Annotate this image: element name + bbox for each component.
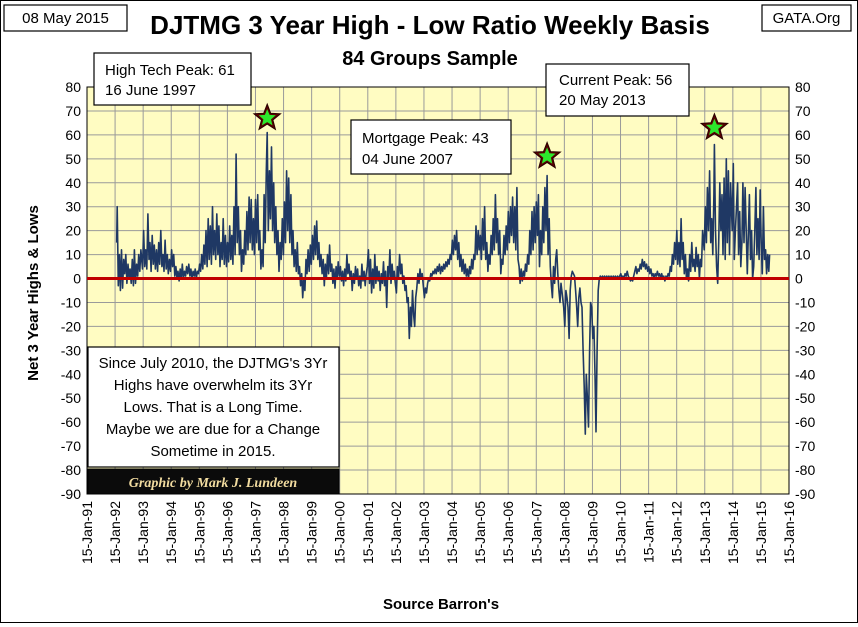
- y-axis-title: Net 3 Year Highs & Lows: [25, 205, 42, 381]
- y-tick-label: -20: [61, 318, 81, 334]
- annotation-line: Current Peak: 56: [559, 72, 672, 89]
- y-tick-label: -10: [61, 294, 81, 310]
- annotation-line: Sometime in 2015.: [150, 443, 275, 460]
- x-tick-label: 15-Jan-03: [416, 501, 432, 564]
- y-axis-left: 80 70 60 50 40 30 20 10 0 -10 -20 -30 -40 -50 -60 -70 -8…: [61, 79, 81, 502]
- y-tick-label: 40: [65, 175, 81, 191]
- y-tick-label-right: -30: [795, 342, 815, 358]
- y-tick-label: -30: [61, 342, 81, 358]
- x-tick-label: 15-Jan-00: [332, 501, 348, 564]
- x-tick-label: 15-Jan-98: [276, 501, 292, 564]
- peak-markers: [252, 102, 730, 169]
- x-tick-label: 15-Jan-97: [247, 501, 263, 564]
- annotation-mortgage-peak: Mortgage Peak: 43 04 June 2007: [350, 119, 512, 175]
- y-tick-label-right: -70: [795, 438, 815, 454]
- y-tick-label-right: 30: [795, 199, 811, 215]
- y-tick-label: 10: [65, 247, 81, 263]
- y-tick-label: -60: [61, 414, 81, 430]
- y-tick-label: 30: [65, 199, 81, 215]
- x-tick-label: 15-Jan-10: [613, 501, 629, 564]
- y-tick-label: 0: [73, 271, 81, 287]
- chart-subtitle: 84 Groups Sample: [342, 48, 518, 70]
- credit-label: Graphic by Mark J. Lundeen: [129, 476, 298, 491]
- x-tick-label: 15-Jan-07: [528, 501, 544, 564]
- x-tick-label: 15-Jan-11: [641, 501, 657, 563]
- x-axis: 15-Jan-91 15-Jan-92 15-Jan-93 15-Jan-94 15-J…: [79, 501, 797, 564]
- x-tick-label: 15-Jan-02: [388, 501, 404, 564]
- annotation-line: High Tech Peak: 61: [105, 62, 235, 79]
- annotation-line: Mortgage Peak: 43: [362, 130, 489, 147]
- y-tick-label-right: 20: [795, 223, 811, 239]
- annotation-line: Since July 2010, the DJTMG's 3Yr: [99, 355, 328, 372]
- x-tick-label: 15-Jan-05: [472, 501, 488, 564]
- date-label: 08 May 2015: [22, 10, 109, 27]
- y-tick-label-right: -50: [795, 390, 815, 406]
- x-tick-label: 15-Jan-93: [135, 501, 151, 564]
- x-tick-label: 15-Jan-92: [107, 501, 123, 564]
- annotation-current-peak: Current Peak: 56 20 May 2013: [545, 63, 690, 117]
- x-tick-label: 15-Jan-14: [725, 501, 741, 564]
- y-tick-label: 80: [65, 79, 81, 95]
- annotation-line: 16 June 1997: [105, 82, 196, 99]
- y-tick-label: -80: [61, 462, 81, 478]
- plot-border: [86, 86, 790, 495]
- y-tick-label: -70: [61, 438, 81, 454]
- annotation-line: 20 May 2013: [559, 92, 646, 109]
- annotation-high-tech-peak: High Tech Peak: 61 16 June 1997: [93, 52, 252, 106]
- y-tick-label-right: -40: [795, 366, 815, 382]
- annotation-line: Highs have overwhelm its 3Yr: [114, 377, 312, 394]
- y-tick-label-right: -60: [795, 414, 815, 430]
- y-tick-label: 60: [65, 127, 81, 143]
- x-tick-label: 15-Jan-15: [753, 501, 769, 564]
- y-tick-label: -90: [61, 486, 81, 502]
- credit-badge: Graphic by Mark J. Lundeen: [87, 468, 340, 495]
- x-tick-label: 15-Jan-94: [163, 501, 179, 564]
- x-tick-label: 15-Jan-01: [360, 501, 376, 564]
- y-tick-label-right: 80: [795, 79, 811, 95]
- annotation-note: Since July 2010, the DJTMG's 3Yr Highs h…: [87, 346, 340, 468]
- y-tick-label: -50: [61, 390, 81, 406]
- x-axis-title: Source Barron's: [383, 596, 499, 613]
- x-tick-label: 15-Jan-91: [79, 501, 95, 564]
- source-site-badge: [761, 4, 852, 32]
- y-tick-label-right: 50: [795, 151, 811, 167]
- y-tick-label: 20: [65, 223, 81, 239]
- x-tick-label: 15-Jan-08: [556, 501, 572, 564]
- x-tick-label: 15-Jan-96: [219, 501, 235, 564]
- peak-star-marker: [705, 118, 723, 135]
- peak-star-marker: [538, 147, 556, 164]
- x-tick-label: 15-Jan-06: [500, 501, 516, 564]
- chart-title: DJTMG 3 Year High - Low Ratio Weekly Bas…: [150, 10, 710, 40]
- peak-star-marker: [258, 109, 276, 126]
- x-tick-label: 15-Jan-99: [304, 501, 320, 564]
- date-badge: [3, 4, 128, 32]
- x-tick-label: 15-Jan-16: [781, 501, 797, 564]
- y-axis-right: 80 70 60 50 40 30 20 10 0 -10 -20 -30 -40 -50 -60 -70 -8…: [795, 79, 815, 502]
- y-tick-label: 50: [65, 151, 81, 167]
- y-tick-label-right: -90: [795, 486, 815, 502]
- x-tick-label: 15-Jan-04: [444, 501, 460, 564]
- y-tick-label: -40: [61, 366, 81, 382]
- source-site-label: GATA.Org: [773, 10, 841, 27]
- y-tick-label-right: -20: [795, 318, 815, 334]
- y-tick-label-right: -10: [795, 294, 815, 310]
- annotation-line: 04 June 2007: [362, 151, 453, 168]
- y-tick-label: 70: [65, 103, 81, 119]
- y-tick-label-right: 40: [795, 175, 811, 191]
- y-tick-label-right: -80: [795, 462, 815, 478]
- annotation-line: Lows. That is a Long Time.: [124, 399, 303, 416]
- x-tick-label: 15-Jan-13: [697, 501, 713, 564]
- y-tick-label-right: 10: [795, 247, 811, 263]
- y-tick-label-right: 70: [795, 103, 811, 119]
- x-tick-label: 15-Jan-12: [669, 501, 685, 564]
- x-tick-label: 15-Jan-09: [584, 501, 600, 564]
- x-tick-label: 15-Jan-95: [191, 501, 207, 564]
- y-tick-label-right: 60: [795, 127, 811, 143]
- annotation-line: Maybe we are due for a Change: [106, 421, 320, 438]
- y-tick-label-right: 0: [795, 271, 803, 287]
